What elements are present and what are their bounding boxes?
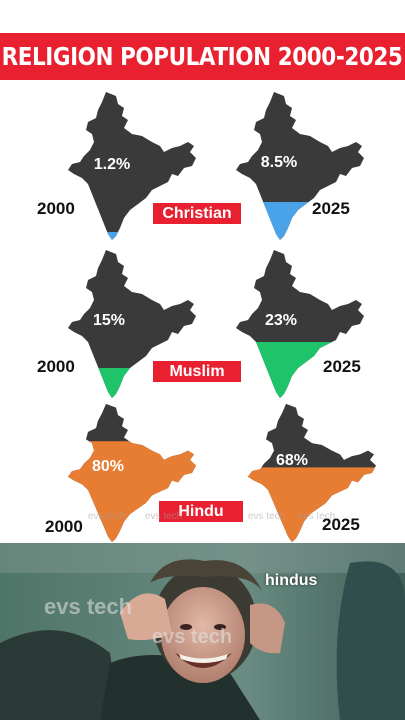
title-banner: RELIGION POPULATION 2000-2025: [0, 33, 405, 80]
reaction-photo-illustration: [0, 543, 405, 720]
pct-hindu-2025: 68%: [275, 452, 309, 469]
photo-caption: hindus: [265, 572, 318, 589]
watermark: evs tech: [88, 511, 126, 522]
pct-christian-2025: 8.5%: [260, 154, 298, 171]
pct-muslim-2025: 23%: [264, 312, 298, 329]
religion-share-fill: [68, 232, 196, 240]
map-christian-2025: [232, 90, 366, 242]
map-christian-2000: [64, 90, 198, 242]
watermark: evs tech: [298, 511, 336, 522]
india-map-shape: [68, 403, 196, 543]
pct-muslim-2000: 15%: [92, 312, 126, 329]
reaction-photo: [0, 543, 405, 720]
map-hindu-2025: [244, 402, 378, 544]
religion-label-hindu: Hindu: [159, 501, 243, 522]
year-end-muslim: 2025: [323, 357, 361, 376]
india-map-shape: [68, 92, 196, 240]
map-hindu-2000: [64, 402, 198, 544]
india-map-shape: [236, 92, 364, 240]
india-map-shape: [248, 403, 376, 543]
watermark: evs tech: [152, 626, 233, 648]
religion-label-muslim: Muslim: [153, 361, 241, 382]
religion-label-christian: Christian: [153, 203, 241, 224]
watermark: evs tech: [248, 511, 286, 522]
year-start-muslim: 2000: [37, 357, 75, 376]
religion-share-fill: [68, 441, 196, 543]
year-end-christian: 2025: [312, 199, 350, 218]
watermark: evs tech: [145, 511, 183, 522]
year-start-hindu: 2000: [45, 517, 83, 536]
pct-hindu-2000: 80%: [91, 458, 125, 475]
map-muslim-2025: [232, 248, 366, 400]
watermark: evs tech: [44, 594, 133, 619]
india-map-shape: [236, 250, 364, 398]
year-start-christian: 2000: [37, 199, 75, 218]
pct-christian-2000: 1.2%: [93, 156, 131, 173]
year-end-hindu: 2025: [322, 515, 360, 534]
page-title: RELIGION POPULATION 2000-2025: [2, 42, 403, 71]
